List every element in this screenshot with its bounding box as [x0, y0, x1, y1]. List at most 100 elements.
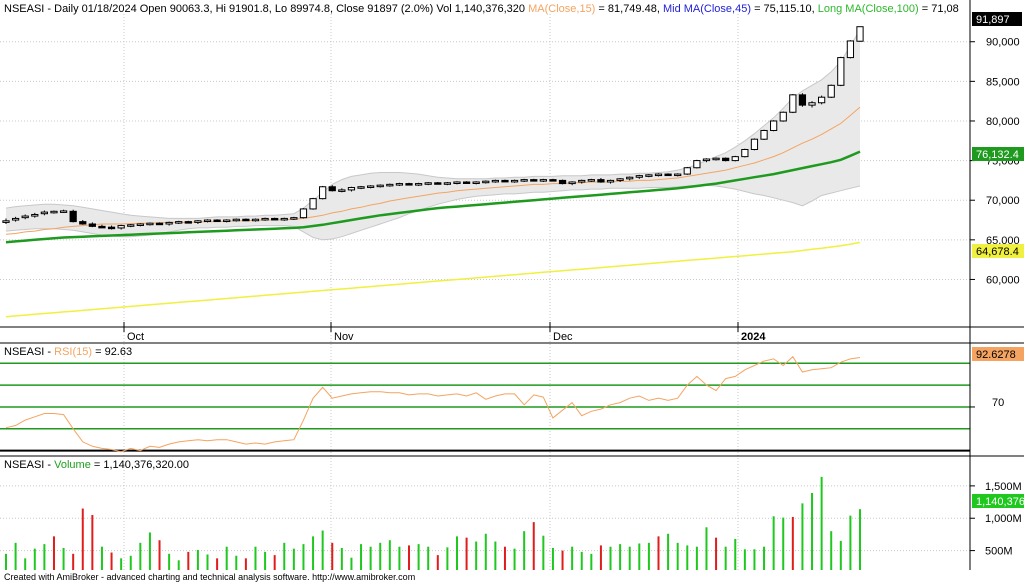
candle-body — [31, 213, 39, 217]
candle-body — [846, 40, 855, 59]
price-tick-label: 80,000 — [986, 116, 1020, 128]
rsi-levels — [0, 362, 975, 452]
ma45-line — [5, 150, 861, 244]
candle-body — [194, 220, 202, 223]
candle-body — [213, 219, 221, 223]
candle-body — [616, 178, 624, 181]
candle-body — [664, 173, 672, 177]
candle-body — [693, 160, 701, 169]
candle-body — [424, 182, 432, 185]
candle-body — [741, 149, 749, 158]
candle-body — [472, 181, 480, 184]
last-price-badge: 91,897 — [972, 12, 1022, 26]
candle-body — [453, 181, 461, 184]
rsi-header: NSEASI - RSI(15) = 92.63 — [4, 346, 132, 358]
candle-body — [21, 215, 29, 219]
candle-body — [223, 219, 231, 223]
candle-body — [702, 158, 711, 162]
candle-body — [434, 182, 442, 185]
candle-body — [770, 120, 778, 131]
candle-body — [50, 210, 58, 214]
candle-body — [837, 57, 845, 86]
last-price-text: 91,897 — [976, 14, 1010, 26]
footer-credit: Created with AmiBroker - advanced charti… — [4, 572, 415, 582]
candle-body — [645, 174, 653, 177]
volume-tick-label: 1,000M — [985, 513, 1022, 525]
candle-body — [271, 217, 279, 221]
volume-badge: 1,140,376 — [972, 494, 1024, 508]
candle-body — [117, 225, 125, 229]
rsi-line — [5, 355, 861, 453]
candle-body — [357, 186, 365, 189]
candle-body — [443, 182, 452, 185]
rsi-legend: RSI(15) — [54, 346, 92, 358]
volume-header-prefix: NSEASI - — [4, 459, 54, 471]
candle-body — [251, 218, 260, 222]
candlesticks — [2, 26, 864, 230]
price-tick-label: 90,000 — [986, 37, 1020, 49]
ma45-legend: Mid MA(Close,45) — [663, 3, 751, 15]
candle-body — [309, 198, 317, 210]
candle-body — [136, 223, 144, 226]
candle-body — [280, 217, 288, 221]
candle-body — [88, 223, 96, 227]
volume-tick-label: 500M — [985, 546, 1013, 558]
candle-body — [367, 185, 375, 188]
candle-body — [290, 217, 298, 220]
candle-body — [520, 179, 528, 182]
candle-body — [11, 217, 20, 221]
volume-tick-label: 1,500M — [985, 481, 1022, 493]
candle-body — [510, 179, 519, 183]
ma45-badge: 76,132.4 — [972, 147, 1024, 161]
candle-body — [107, 226, 116, 230]
price-header: NSEASI - Daily 01/18/2024 Open 90063.3, … — [4, 3, 959, 15]
candle-body — [626, 176, 634, 180]
candle-body — [386, 183, 394, 187]
price-tick-label: 65,000 — [986, 235, 1020, 247]
bollinger-upper — [5, 29, 861, 219]
candle-body — [587, 179, 595, 182]
candle-body — [750, 138, 759, 151]
candle-body — [347, 187, 356, 191]
candle-body — [232, 218, 240, 222]
volume-bars — [5, 476, 861, 570]
candle-body — [722, 157, 730, 162]
volume-header: NSEASI - Volume = 1,140,376,320.00 — [4, 459, 189, 471]
candle-body — [155, 222, 164, 226]
candle-body — [808, 102, 816, 106]
candle-body — [319, 186, 327, 200]
ma45-legend-value: = 75,115.10, — [754, 3, 815, 15]
candle-body — [578, 179, 586, 183]
candle-body — [2, 220, 10, 223]
candle-body — [568, 181, 576, 185]
price-header-prefix: NSEASI - Daily 01/18/2024 Open 90063.3, … — [4, 3, 525, 15]
candle-body — [414, 183, 423, 186]
candle-body — [127, 224, 135, 227]
candle-body — [779, 111, 787, 122]
volume-y-axis: 1,500M 1,000M 500M — [970, 481, 1022, 558]
ma100-badge-text: 64,678.4 — [976, 246, 1019, 258]
candle-body — [79, 221, 87, 225]
candle-body — [146, 222, 154, 226]
candle-body — [501, 179, 509, 183]
candle-body — [674, 173, 682, 177]
candle-body — [683, 167, 691, 175]
x-axis: Oct Nov Dec 2024 — [127, 331, 766, 343]
rsi-badge: 92.6278 — [972, 347, 1024, 361]
price-tick-label: 60,000 — [986, 274, 1020, 286]
candle-body — [789, 94, 797, 113]
x-label-dec: Dec — [553, 331, 573, 343]
price-tick-label: 85,000 — [986, 76, 1020, 88]
ma15-legend: MA(Close,15) — [528, 3, 595, 15]
candle-body — [40, 211, 49, 215]
ma100-legend-value: = 71,08 — [922, 3, 959, 15]
ma100-badge: 64,678.4 — [972, 244, 1024, 258]
rsi-badge-text: 92.6278 — [976, 349, 1016, 361]
candle-body — [549, 179, 557, 182]
candle-body — [558, 179, 567, 185]
candle-body — [606, 179, 615, 183]
candle-body — [203, 219, 212, 223]
rsi-series — [5, 355, 861, 453]
candle-body — [395, 183, 404, 186]
